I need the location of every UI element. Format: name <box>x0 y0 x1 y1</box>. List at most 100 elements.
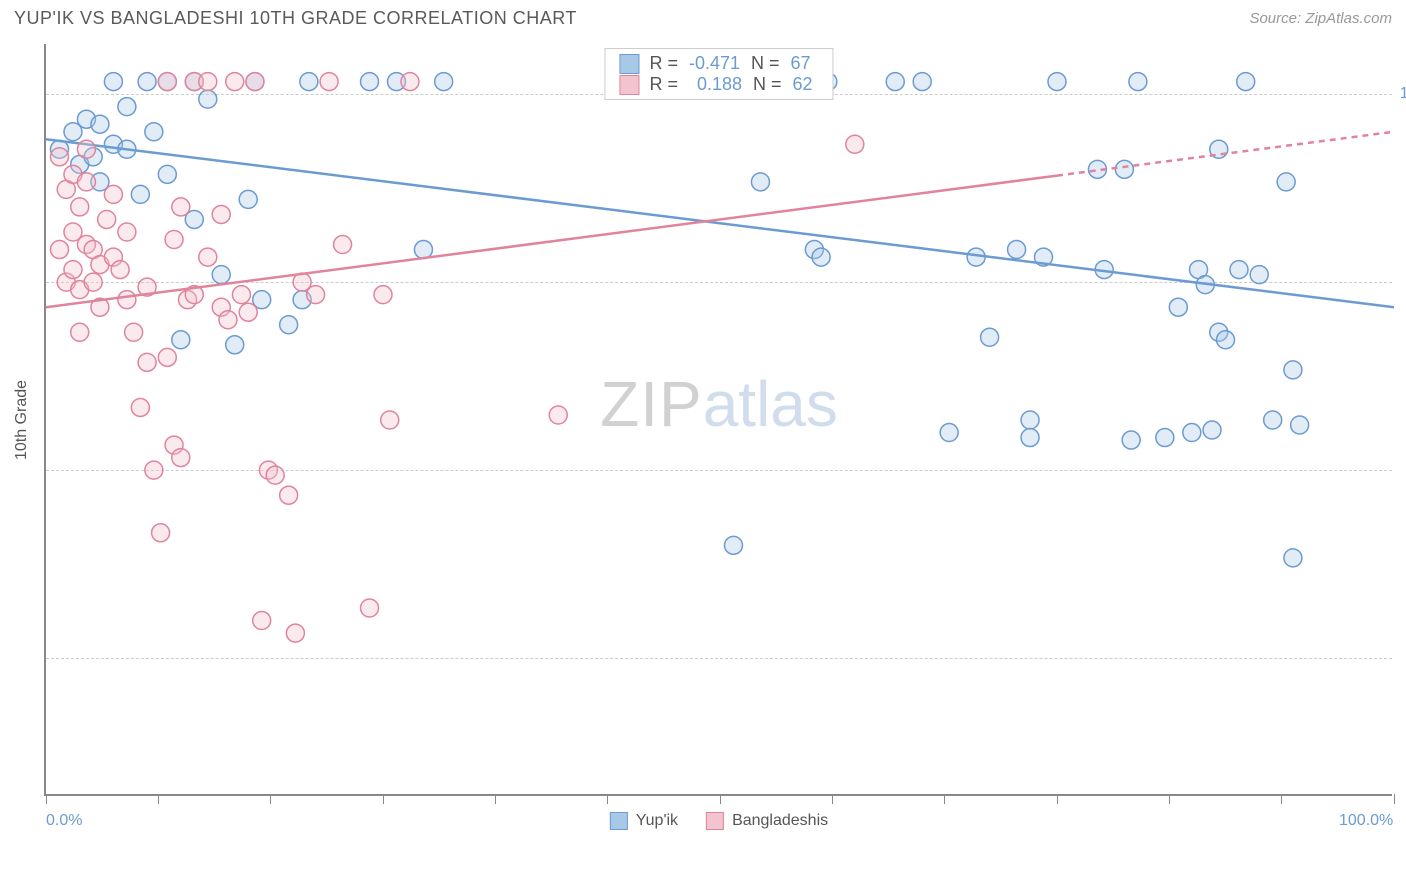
data-point <box>1156 429 1174 447</box>
data-point <box>131 398 149 416</box>
data-point <box>246 73 264 91</box>
data-point <box>266 466 284 484</box>
data-point <box>1021 429 1039 447</box>
data-point <box>1129 73 1147 91</box>
data-point <box>1203 421 1221 439</box>
data-point <box>280 486 298 504</box>
data-point <box>414 241 432 259</box>
trend-line-dashed <box>1057 132 1394 176</box>
data-point <box>71 323 89 341</box>
data-point <box>118 98 136 116</box>
chart-title: YUP'IK VS BANGLADESHI 10TH GRADE CORRELA… <box>14 8 577 29</box>
data-point <box>981 328 999 346</box>
data-point <box>199 248 217 266</box>
n-value-yupik: 67 <box>791 53 811 73</box>
data-point <box>104 73 122 91</box>
data-point <box>381 411 399 429</box>
data-point <box>226 336 244 354</box>
chart-plot-area: R = -0.471 N = 67 R = 0.188 N = 62 ZIPat… <box>44 44 1392 796</box>
data-point <box>1230 261 1248 279</box>
y-axis-title: 10th Grade <box>13 380 31 460</box>
data-point <box>724 536 742 554</box>
data-point <box>280 316 298 334</box>
data-point <box>1021 411 1039 429</box>
data-point <box>239 303 257 321</box>
x-tick-label: 100.0% <box>1339 812 1393 830</box>
data-point <box>334 236 352 254</box>
data-point <box>1008 241 1026 259</box>
data-point <box>199 73 217 91</box>
data-point <box>751 173 769 191</box>
data-point <box>1250 266 1268 284</box>
x-tick <box>1281 794 1282 804</box>
data-point <box>320 73 338 91</box>
data-point <box>219 311 237 329</box>
data-point <box>64 261 82 279</box>
data-point <box>138 353 156 371</box>
legend-label-yupik: Yup'ik <box>636 812 678 829</box>
scatter-svg <box>46 44 1392 794</box>
data-point <box>401 73 419 91</box>
data-point <box>232 286 250 304</box>
legend-swatch-bangladeshi <box>619 75 639 95</box>
data-point <box>138 73 156 91</box>
data-point <box>1277 173 1295 191</box>
data-point <box>158 348 176 366</box>
n-value-bangladeshi: 62 <box>793 74 813 94</box>
data-point <box>1284 549 1302 567</box>
data-point <box>940 424 958 442</box>
data-point <box>165 231 183 249</box>
data-point <box>1264 411 1282 429</box>
data-point <box>104 185 122 203</box>
data-point <box>212 205 230 223</box>
data-point <box>111 261 129 279</box>
data-point <box>118 223 136 241</box>
data-point <box>1237 73 1255 91</box>
x-tick <box>607 794 608 804</box>
data-point <box>84 273 102 291</box>
legend-swatch-yupik-icon <box>610 812 628 830</box>
r-value-bangladeshi: 0.188 <box>697 74 742 94</box>
x-tick <box>1169 794 1170 804</box>
r-value-yupik: -0.471 <box>689 53 740 73</box>
data-point <box>300 73 318 91</box>
data-point <box>50 148 68 166</box>
data-point <box>1291 416 1309 434</box>
data-point <box>286 624 304 642</box>
x-tick <box>158 794 159 804</box>
correlation-legend: R = -0.471 N = 67 R = 0.188 N = 62 <box>604 48 833 100</box>
data-point <box>1284 361 1302 379</box>
data-point <box>77 140 95 158</box>
data-point <box>152 524 170 542</box>
x-tick <box>944 794 945 804</box>
data-point <box>125 323 143 341</box>
x-tick <box>270 794 271 804</box>
data-point <box>307 286 325 304</box>
y-tick-label: 100.0% <box>1400 85 1406 103</box>
data-point <box>50 241 68 259</box>
data-point <box>91 115 109 133</box>
x-tick <box>1057 794 1058 804</box>
legend-swatch-bangladeshi-icon <box>706 812 724 830</box>
x-tick <box>1394 794 1395 804</box>
x-tick <box>46 794 47 804</box>
data-point <box>158 165 176 183</box>
trend-line <box>46 176 1057 308</box>
data-point <box>1169 298 1187 316</box>
data-point <box>98 210 116 228</box>
x-tick <box>495 794 496 804</box>
source-text: Source: ZipAtlas.com <box>1249 10 1392 27</box>
data-point <box>239 190 257 208</box>
data-point <box>118 291 136 309</box>
data-point <box>131 185 149 203</box>
data-point <box>172 449 190 467</box>
data-point <box>361 73 379 91</box>
data-point <box>212 266 230 284</box>
data-point <box>812 248 830 266</box>
data-point <box>1217 331 1235 349</box>
data-point <box>886 73 904 91</box>
data-point <box>374 286 392 304</box>
data-point <box>145 123 163 141</box>
data-point <box>846 135 864 153</box>
data-point <box>172 198 190 216</box>
